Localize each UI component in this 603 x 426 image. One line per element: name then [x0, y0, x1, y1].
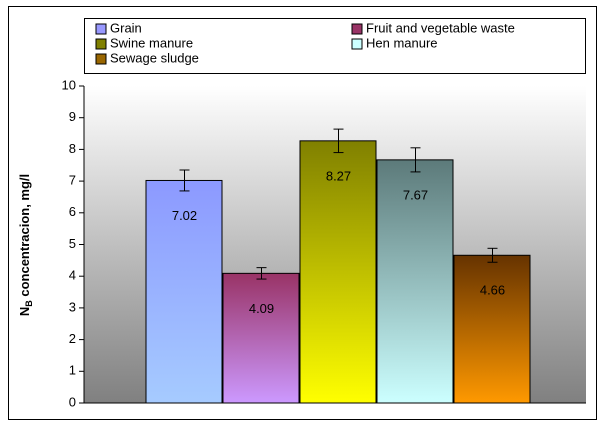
legend-label: Fruit and vegetable waste	[366, 20, 515, 35]
legend-label: Swine manure	[110, 35, 193, 50]
bar	[299, 140, 377, 404]
chart-frame	[8, 6, 597, 420]
legend-swatch	[95, 53, 107, 65]
y-tick-label: 5	[69, 236, 76, 251]
data-label: 4.66	[480, 283, 505, 298]
legend-swatch	[351, 38, 363, 50]
y-tick-label: 7	[69, 173, 76, 188]
y-axis-label: NB concentracion, mg/l	[17, 174, 34, 316]
legend	[84, 18, 586, 74]
legend-label: Grain	[110, 20, 142, 35]
y-tick-label: 10	[62, 77, 76, 92]
y-tick-label: 9	[69, 109, 76, 124]
data-label: 7.02	[172, 208, 197, 223]
y-tick-label: 2	[69, 331, 76, 346]
y-label-sub: B	[24, 300, 34, 307]
data-label: 8.27	[326, 168, 351, 183]
y-tick-label: 0	[69, 394, 76, 409]
data-label: 4.09	[249, 301, 274, 316]
legend-swatch	[95, 23, 107, 35]
y-label-main: N	[17, 307, 32, 316]
y-tick-label: 4	[69, 268, 76, 283]
legend-swatch	[95, 38, 107, 50]
y-tick-label: 1	[69, 363, 76, 378]
bar	[222, 272, 300, 404]
legend-label: Hen manure	[366, 35, 438, 50]
y-tick-label: 8	[69, 141, 76, 156]
y-tick-label: 3	[69, 299, 76, 314]
bar	[376, 159, 454, 404]
y-label-rest: concentracion, mg/l	[17, 174, 32, 300]
data-label: 7.67	[403, 187, 428, 202]
legend-label: Sewage sludge	[110, 50, 199, 65]
y-tick-label: 6	[69, 204, 76, 219]
legend-swatch	[351, 23, 363, 35]
bar	[145, 179, 223, 404]
bar	[453, 254, 531, 404]
